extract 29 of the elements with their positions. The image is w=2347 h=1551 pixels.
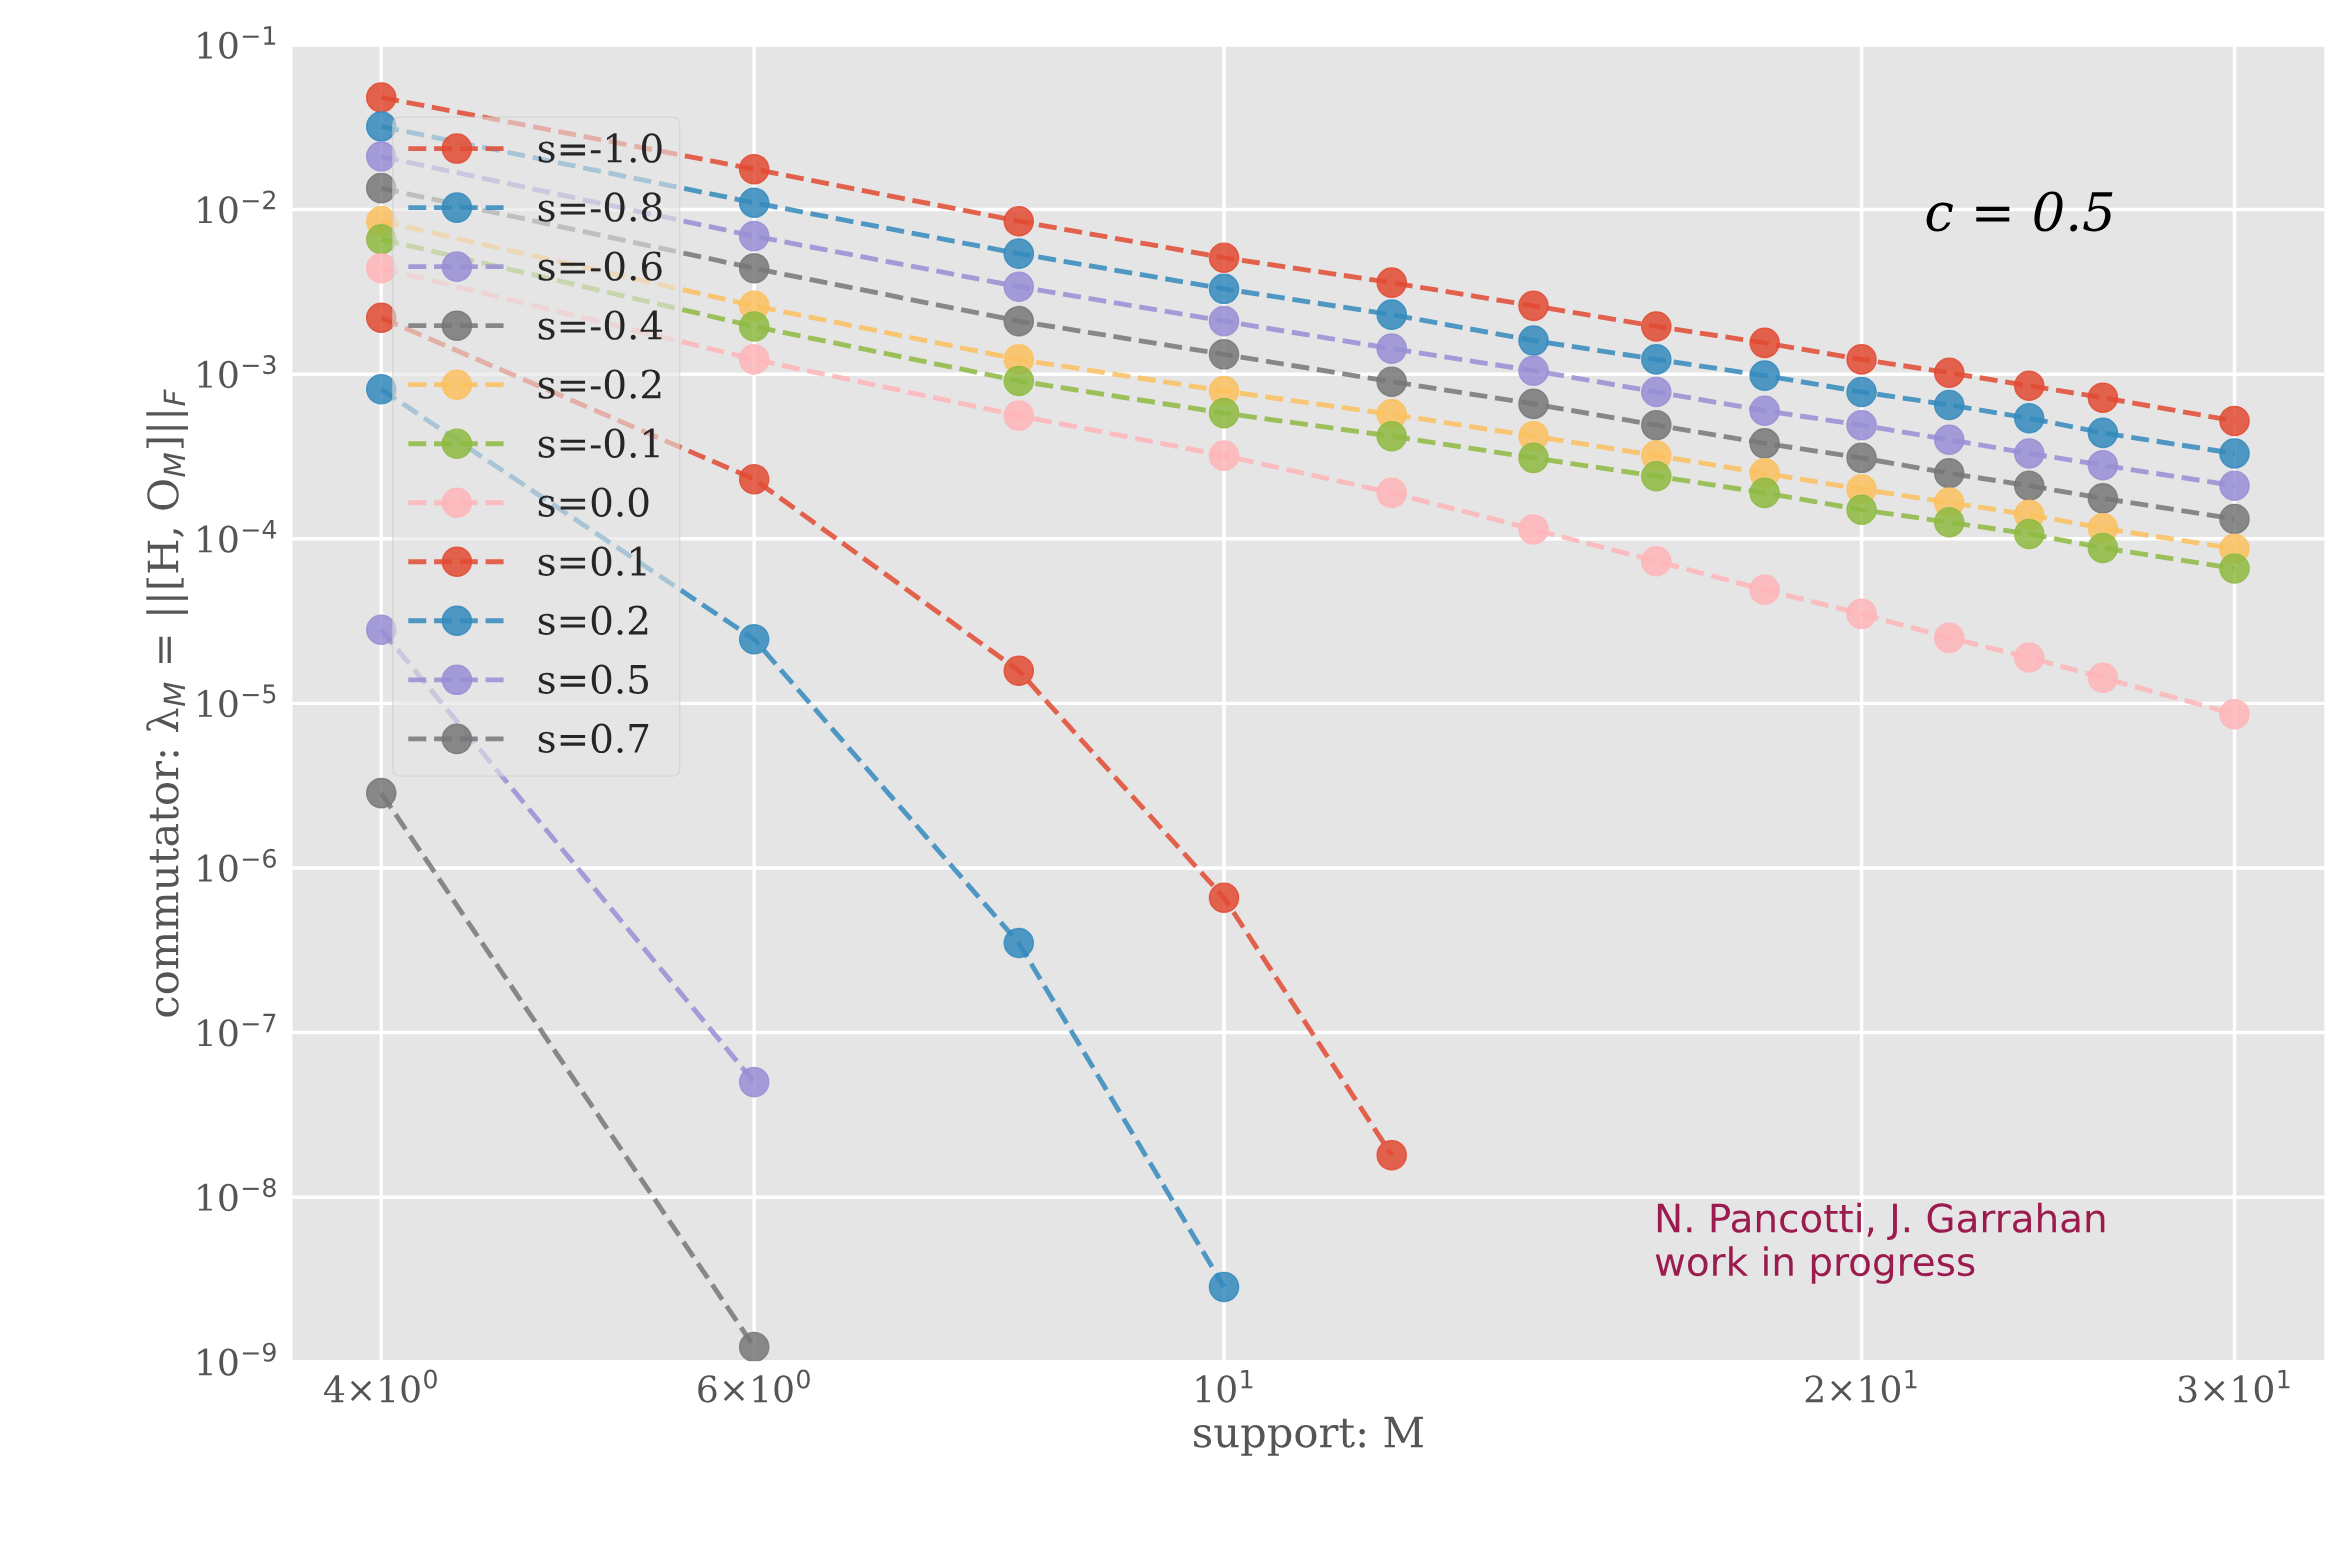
- legend-label: s=0.1: [538, 546, 646, 576]
- legend-label: s=0.5: [538, 664, 649, 694]
- legend-label: s=-0.2: [538, 369, 661, 399]
- y-tick-label: 10$^{−6}$: [198, 848, 276, 882]
- x-tick-label: 2×10$^{1}$: [1805, 1369, 1917, 1403]
- legend-label: s=-0.4: [538, 310, 663, 340]
- legend-label: s=0.7: [538, 723, 649, 754]
- legend-label: s=-1.0: [538, 133, 662, 163]
- y-tick-label: 10$^{−2}$: [198, 190, 275, 224]
- annotation: c = 0.5: [1926, 191, 2113, 232]
- y-tick-label: 10$^{−5}$: [198, 684, 276, 718]
- legend-label: s=-0.1: [538, 428, 659, 458]
- x-tick-label: 4×10$^{0}$: [324, 1369, 437, 1403]
- y-axis-title: commutator: λ$_{M}$ = ||[H, O$_{M}$]||$_{F}$: [146, 389, 188, 1017]
- x-axis-title: support: M: [1194, 1416, 1423, 1456]
- x-tick-label: 10$^{1}$: [1196, 1369, 1253, 1403]
- legend-label: s=-0.6: [538, 251, 662, 281]
- legend-label: s=0.0: [538, 487, 649, 517]
- legend-label: s=0.2: [538, 605, 648, 635]
- y-tick-label: 10$^{−8}$: [198, 1178, 276, 1212]
- x-tick-label: 6×10$^{0}$: [698, 1369, 810, 1403]
- y-tick-label: 10$^{−1}$: [198, 26, 276, 59]
- y-tick-label: 10$^{−9}$: [198, 1342, 276, 1376]
- y-tick-label: 10$^{−3}$: [198, 355, 276, 389]
- legend-label: s=-0.8: [538, 192, 662, 222]
- y-tick-label: 10$^{−7}$: [198, 1013, 276, 1047]
- y-tick-label: 10$^{−4}$: [198, 520, 277, 553]
- x-tick-label: 3×10$^{1}$: [2178, 1369, 2290, 1403]
- annotation: N. Pancotti, J. Garrahan work in progress: [1655, 1202, 2105, 1284]
